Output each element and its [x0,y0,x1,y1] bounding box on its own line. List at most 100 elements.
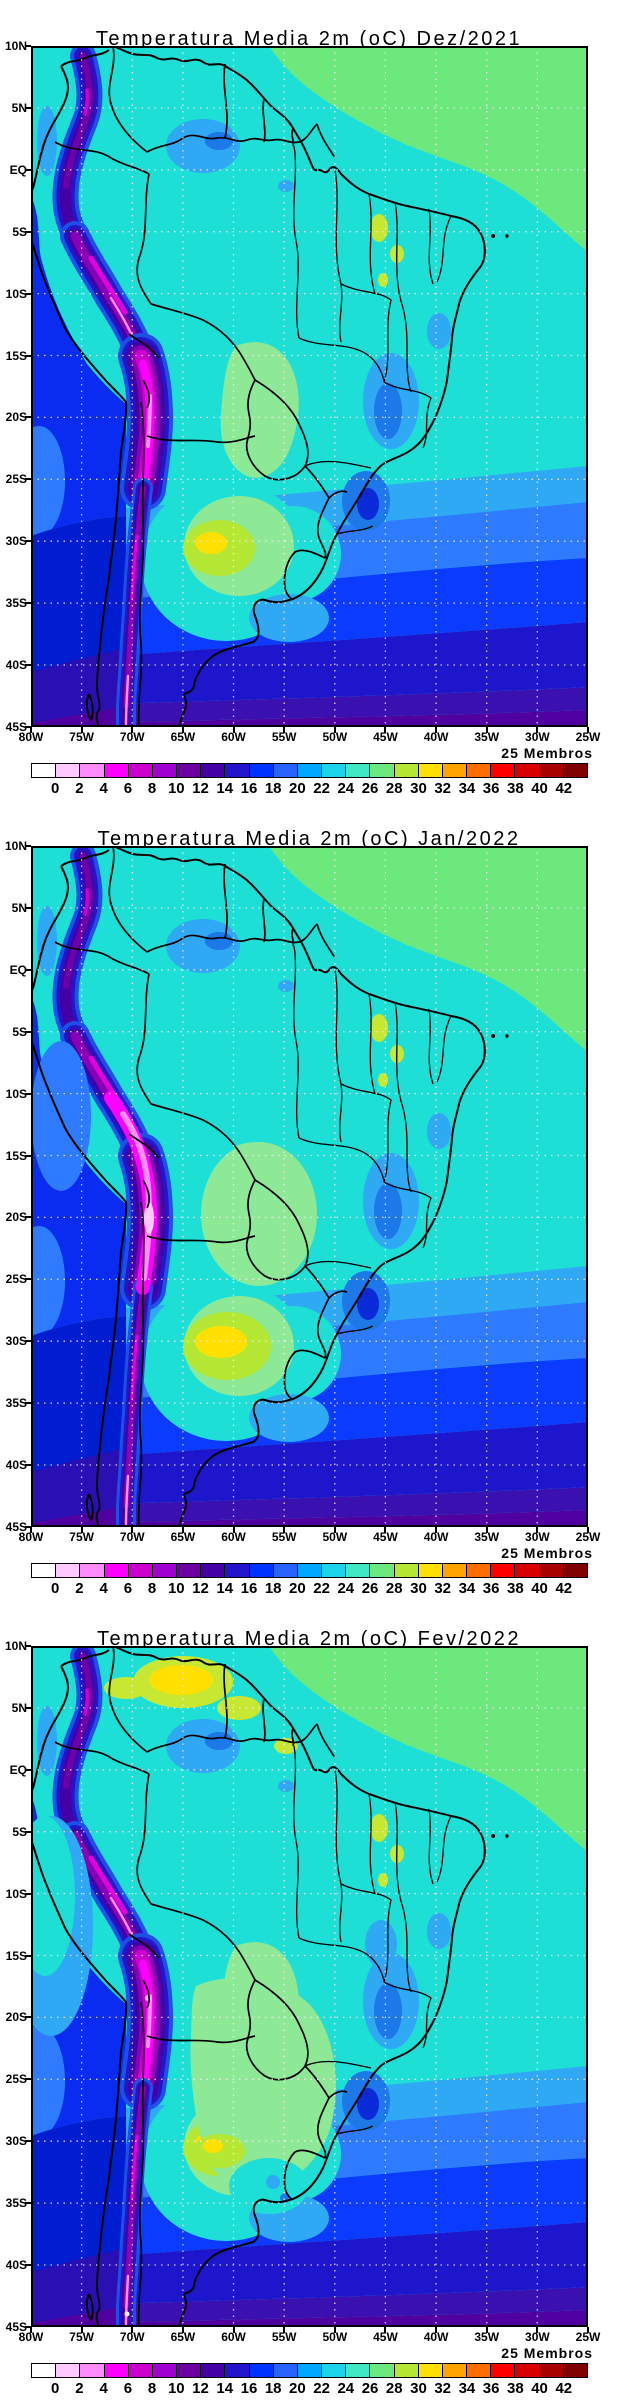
lat-tick-label: 5S [12,1024,27,1039]
lat-tick-mark [25,1154,31,1157]
colorbar-cell [297,1564,323,1577]
lon-tick-mark [232,1527,235,1533]
lat-tick-label: 10S [5,1086,27,1101]
colorbar-tick-label: 6 [123,1580,133,1597]
lon-tick-label: 75W [69,2330,94,2344]
colorbar-cell [418,2364,443,2377]
lon-tick-mark [485,727,488,733]
lat-tick-mark [25,2078,31,2081]
lon-tick-mark [283,727,286,733]
colorbar-cell [152,1564,178,1577]
colorbar-cell [104,2364,129,2377]
lon-tick-mark [536,2327,539,2333]
temperature-map-fev [31,1646,588,2327]
lat-tick-mark [25,1464,31,1467]
lon-tick-mark [131,1527,134,1533]
lat-tick-mark [25,168,31,171]
colorbar-tick-label: 42 [555,2380,573,2397]
lon-tick-mark [181,1527,184,1533]
colorbar-cell [56,764,81,777]
colorbar-tick-label: 38 [507,1580,524,1597]
lat-tick-label: 20S [5,2010,27,2025]
colorbar-cell [225,2364,250,2377]
lon-tick-label: 70W [119,1530,145,1544]
lat-tick-label: 25S [5,472,27,487]
lat-tick-label: 10S [5,286,27,301]
temperature-map-jan [31,846,588,1527]
lat-tick-label: EQ [9,962,27,977]
lat-tick-mark [25,1030,31,1033]
lat-tick-mark [25,1216,31,1219]
lat-tick-mark [25,2016,31,2019]
colorbar-cell [467,764,492,777]
lon-tick-mark [131,727,134,733]
colorbar-tick-labels: 0 2 4 6 8 10 12 14 16 18 20 22 24 26 28 30 32 34 36 38 40 42 [31,780,588,800]
colorbar-cell [394,764,419,777]
lat-tick-label: 40S [5,658,27,673]
map-plot-fev: 10N 5N EQ 5S 10S 15S 20S 25S 30S 35S 40S 45S 80W 75W… [0,1639,618,2346]
lat-tick-label: EQ [9,1762,27,1777]
lon-tick-mark [333,1527,336,1533]
lon-tick-mark [131,2327,134,2333]
colorbar-cell [370,764,395,777]
colorbar-tick-label: 4 [99,2380,108,2397]
colorbar-tick-label: 18 [264,1580,282,1597]
map-panel-dez-2021: Temperatura Media 2m (oC) Dez/2021 10N 5N… [0,0,618,800]
lat-tick-mark [25,230,31,233]
lat-tick-label: 45S [5,720,27,734]
lon-tick-mark [30,1527,32,1533]
lon-tick-mark [283,1527,286,1533]
lat-tick-mark [25,1645,31,1647]
colorbar-tick-label: 10 [167,1580,185,1597]
colorbar-tick-label: 4 [99,780,108,797]
lat-tick-mark [25,845,31,847]
colorbar-cell [152,764,178,777]
lat-tick-label: 45S [5,1520,27,1534]
colorbar-cell [297,2364,323,2377]
lat-tick-label: 25S [5,2072,27,2087]
colorbar-cell [418,764,443,777]
lon-tick-mark [384,1527,387,1533]
temperature-colorbar [31,1563,588,1578]
lat-tick-label: 35S [5,596,27,611]
ensemble-members-label: 25 Membros [501,2345,593,2361]
colorbar-tick-label: 24 [337,1580,355,1597]
colorbar-tick-label: 34 [458,1580,476,1597]
colorbar-cell [491,2364,516,2377]
colorbar-tick-label: 28 [385,2380,403,2397]
lat-tick-label: 45S [5,2320,27,2334]
lat-tick-label: 5N [11,900,27,915]
lon-tick-mark [283,2327,286,2333]
colorbar-cell [80,764,105,777]
lat-tick-label: 30S [5,534,27,549]
colorbar-tick-label: 24 [337,2380,355,2397]
colorbar-tick-label: 6 [123,780,133,797]
lon-tick-label: 45W [373,1530,398,1544]
colorbar-cell [370,2364,395,2377]
colorbar-tick-label: 12 [192,780,209,797]
colorbar-tick-label: 36 [482,2380,500,2397]
colorbar-tick-label: 34 [458,2380,476,2397]
lat-tick-mark [25,968,31,971]
colorbar-cell [467,1564,492,1577]
colorbar-cell [346,1564,371,1577]
colorbar-tick-label: 16 [240,1580,258,1597]
colorbar-cell [104,764,129,777]
lon-tick-label: 55W [271,2330,297,2344]
lon-tick-mark [333,727,336,733]
lat-tick-mark [25,1402,31,1405]
lat-tick-label: 40S [5,1458,27,1473]
lon-tick-mark [587,727,589,733]
lon-tick-mark [435,727,438,733]
colorbar-cell [273,764,298,777]
colorbar-cell [394,1564,419,1577]
colorbar-cell [32,2364,57,2377]
map-title-fev: Temperatura Media 2m (oC) Fev/2022 [96,1627,522,1650]
lon-tick-mark [485,2327,488,2333]
lon-tick-label: 60W [221,1530,246,1544]
colorbar-cell [563,2364,587,2377]
lon-tick-mark [232,727,235,733]
lon-tick-mark [536,727,539,733]
lon-tick-mark [587,1527,589,1533]
colorbar-tick-label: 40 [531,1580,548,1597]
